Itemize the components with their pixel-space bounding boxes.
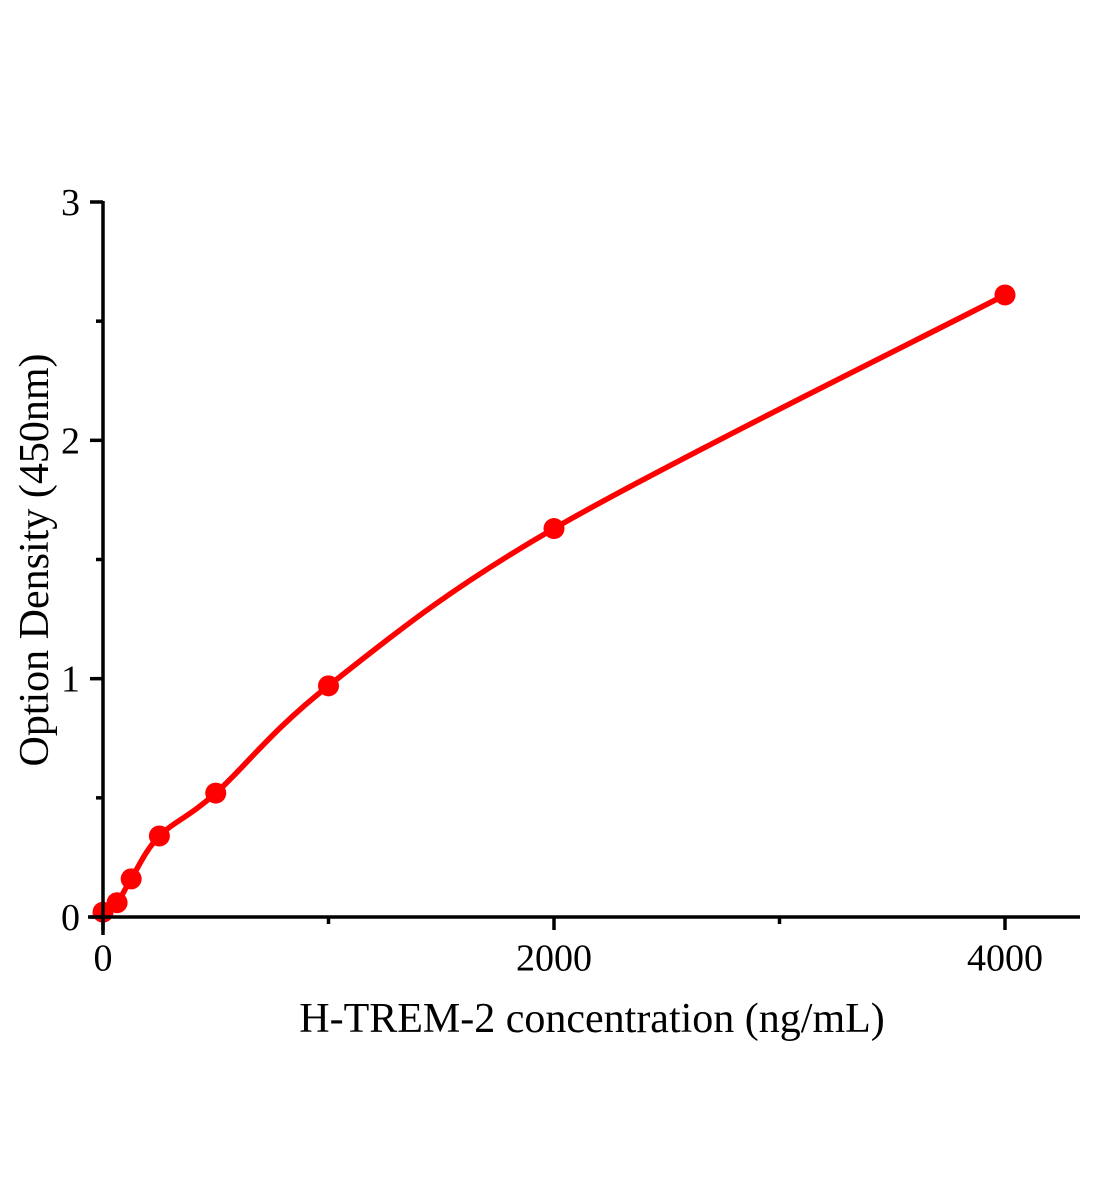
data-point-marker: [318, 675, 339, 697]
data-point-marker: [994, 284, 1016, 306]
x-tick-label: 2000: [516, 937, 592, 979]
data-point-marker: [120, 868, 142, 890]
data-point-marker: [148, 825, 170, 847]
data-point-marker: [106, 892, 128, 914]
y-tick-label: 0: [61, 897, 80, 939]
x-tick-label: 0: [94, 937, 113, 979]
y-tick-label: 2: [61, 420, 80, 462]
fit-curve: [100, 292, 1008, 915]
data-point-marker: [205, 782, 227, 804]
x-axis-title: H-TREM-2 concentration (ng/mL): [299, 996, 885, 1042]
y-tick-label: 1: [61, 659, 80, 701]
y-tick-label: 3: [61, 182, 80, 224]
x-tick-label: 4000: [967, 937, 1043, 979]
data-point-marker: [543, 518, 565, 540]
y-axis-title: Option Density (450nm): [12, 353, 58, 767]
